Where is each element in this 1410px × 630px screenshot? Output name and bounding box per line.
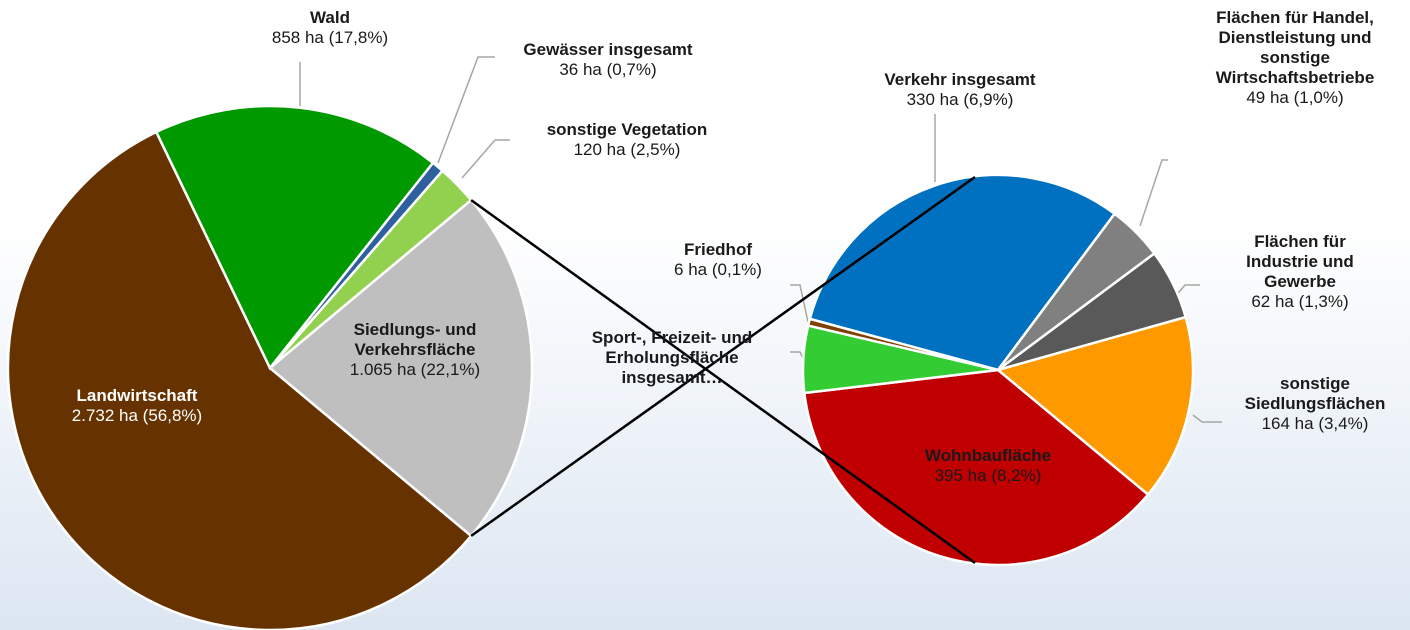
pie-slice: [154, 104, 435, 371]
value-label: 36 ha (0,7%): [559, 60, 657, 79]
leader-line: [461, 139, 510, 179]
value-label: 120 ha (2,5%): [573, 140, 681, 159]
category-label: sonstige Vegetation: [546, 120, 708, 139]
category-label: sonstige Siedlungsflächen: [1244, 374, 1386, 413]
category-label: Flächen für Industrie und Gewerbe: [1246, 232, 1354, 291]
value-label: 49 ha (1,0%): [1246, 88, 1344, 107]
pie-slice: [995, 315, 1195, 497]
value-label: 62 ha (1,3%): [1251, 292, 1349, 311]
category-label: Sport-, Freizeit- und Erholungsfläche in…: [591, 328, 753, 387]
value-label: 2.732 ha (56,8%): [71, 406, 203, 425]
data-label: Siedlungs- und Verkehrsfläche 1.065 ha (2…: [325, 320, 505, 380]
leader-line: [1192, 414, 1222, 423]
value-label: 858 ha (17,8%): [271, 28, 389, 47]
connector-line: [470, 199, 976, 565]
value-label: 395 ha (8,2%): [934, 466, 1042, 485]
data-label: Sport-, Freizeit- und Erholungsfläche in…: [572, 328, 772, 388]
data-label: Wald 858 ha (17,8%): [230, 8, 430, 48]
data-label: Friedhof 6 ha (0,1%): [658, 240, 778, 280]
value-label: 1.065 ha (22,1%): [349, 360, 481, 379]
data-label: Gewässer insgesamt 36 ha (0,7%): [478, 40, 738, 80]
category-label: Friedhof: [684, 240, 752, 259]
data-label: Flächen für Industrie und Gewerbe 62 ha (…: [1240, 232, 1360, 312]
value-label: 330 ha (6,9%): [906, 90, 1014, 109]
category-label: Verkehr insgesamt: [884, 70, 1036, 89]
category-label: Wohnbaufläche: [924, 446, 1052, 465]
data-label: sonstige Siedlungsflächen 164 ha (3,4%): [1235, 374, 1395, 434]
pie-slice: [6, 130, 473, 630]
pie-slice: [808, 173, 1117, 372]
value-label: 164 ha (3,4%): [1261, 414, 1369, 433]
leader-line: [1139, 159, 1168, 227]
connector-line: [470, 175, 976, 537]
category-label: Gewässer insgesamt: [523, 40, 693, 59]
category-label: Siedlungs- und Verkehrsfläche: [353, 320, 477, 359]
pie-slice: [268, 198, 534, 538]
category-label: Wald: [310, 8, 350, 27]
category-label: Flächen für Handel, Dienstleistung und s…: [1215, 8, 1375, 87]
data-label: Flächen für Handel, Dienstleistung und s…: [1200, 8, 1390, 108]
value-label: 6 ha (0,1%): [674, 260, 762, 279]
leader-line: [437, 56, 495, 164]
data-label: Landwirtschaft 2.732 ha (56,8%): [37, 386, 237, 426]
data-label: Verkehr insgesamt 330 ha (6,9%): [840, 70, 1080, 110]
leader-line: [790, 351, 805, 361]
category-label: Landwirtschaft: [76, 386, 198, 405]
data-label: sonstige Vegetation 120 ha (2,5%): [497, 120, 757, 160]
leader-line: [790, 284, 809, 323]
data-label: Wohnbaufläche 395 ha (8,2%): [888, 446, 1088, 486]
pie-slice: [806, 317, 999, 372]
